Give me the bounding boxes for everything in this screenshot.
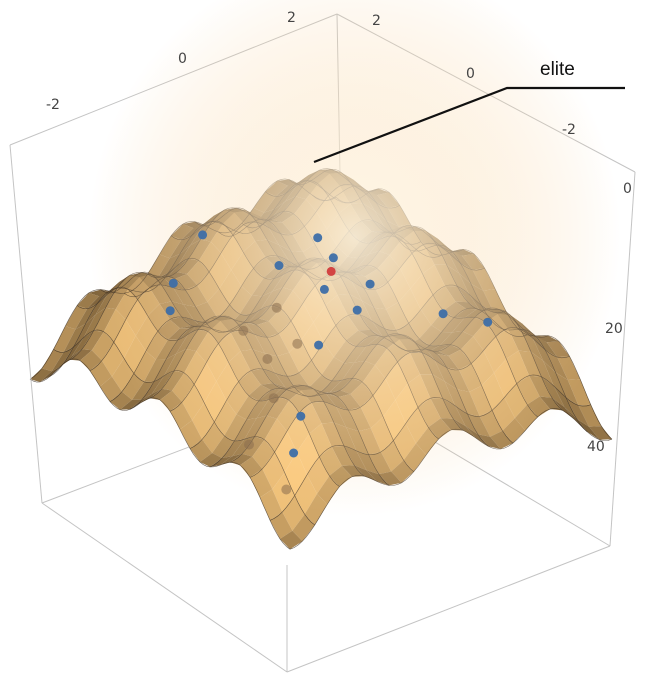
sample-point — [274, 261, 284, 270]
y-tick-label: 0 — [466, 66, 475, 82]
sample-point — [352, 305, 362, 315]
sample-point — [168, 278, 178, 288]
elite-point — [326, 266, 336, 276]
annotation-label: elite — [540, 59, 575, 80]
box-front — [9, 144, 636, 673]
elite-annotation: elite — [313, 59, 625, 164]
x-tick-label: 2 — [287, 10, 296, 26]
z-tick-label: 20 — [605, 321, 623, 337]
x-tick-labels: -2 0 2 — [46, 10, 296, 113]
sample-point — [262, 354, 273, 364]
sample-point — [313, 233, 323, 243]
sample-point — [238, 325, 249, 336]
sample-point — [438, 309, 448, 319]
sample-point — [165, 306, 175, 316]
sample-point — [319, 284, 329, 294]
sample-point — [244, 439, 254, 450]
sample-point — [289, 448, 299, 458]
annotation-leader-line — [313, 86, 625, 164]
sample-point — [198, 230, 208, 240]
sample-point — [483, 317, 493, 327]
z-tick-label: 40 — [587, 439, 605, 455]
sample-point — [365, 279, 375, 289]
z-tick-labels: 0 20 40 — [587, 181, 632, 455]
sample-point — [281, 484, 292, 495]
sample-point — [292, 338, 303, 349]
sample-point — [271, 302, 282, 313]
y-tick-label: -2 — [562, 122, 576, 138]
y-tick-labels: 2 0 -2 — [372, 13, 576, 138]
z-tick-label: 0 — [623, 181, 632, 197]
x-tick-label: -2 — [46, 97, 60, 113]
sample-point — [296, 411, 306, 421]
sample-point — [328, 253, 338, 263]
y-tick-label: 2 — [372, 13, 381, 29]
sample-point — [268, 393, 279, 404]
x-tick-label: 0 — [178, 51, 187, 67]
sample-point — [314, 340, 324, 350]
points-layer — [165, 230, 493, 495]
